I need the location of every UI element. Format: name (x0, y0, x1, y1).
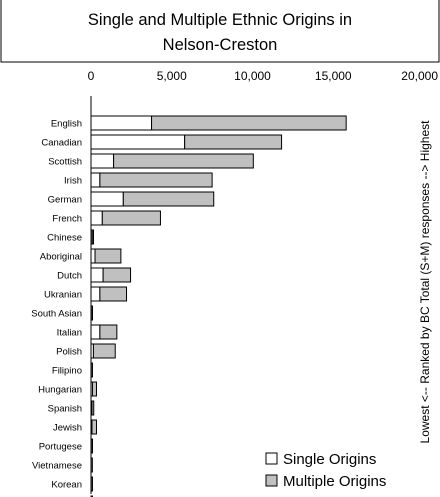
x-axis-ticks: 0 5,000 10,000 15,000 20,000 (88, 69, 439, 83)
bar-multiple-origins (99, 172, 213, 188)
bar-multiple-origins (184, 134, 283, 150)
bar-multiple-origins (99, 324, 118, 340)
bar-multiple-origins (122, 191, 215, 207)
category-label: Hungarian (38, 385, 82, 396)
x-tick-label: 20,000 (401, 69, 438, 83)
legend: Single Origins Multiple Origins (265, 451, 386, 490)
bar-single-origins (90, 153, 115, 169)
category-label: Filipino (52, 366, 82, 377)
bar-single-origins (90, 210, 103, 226)
title-box (0, 0, 440, 63)
bar-single-origins (90, 248, 96, 264)
category-label: Jewish (53, 423, 82, 434)
chart-title-line-1: Single and Multiple Ethnic Origins in (88, 11, 352, 29)
bar-single-origins (90, 324, 101, 340)
category-label: Portugese (39, 442, 82, 453)
bar-multiple-origins (90, 438, 94, 454)
bar-single-origins (90, 267, 104, 283)
category-label: South Asian (31, 309, 82, 320)
category-label: Italian (57, 328, 82, 339)
category-label: Korean (51, 480, 82, 491)
category-label: Chinese (47, 233, 82, 244)
bar-multiple-origins (92, 343, 116, 359)
category-label: French (52, 214, 82, 225)
bar-multiple-origins (94, 248, 122, 264)
bars (90, 115, 347, 497)
category-label: Vietnamese (32, 461, 82, 472)
bar-multiple-origins (91, 419, 97, 435)
bar-single-origins (90, 134, 186, 150)
bar-single-origins (90, 191, 124, 207)
x-tick-label: 15,000 (315, 69, 352, 83)
legend-swatch-single (265, 452, 278, 465)
bar-multiple-origins (91, 381, 97, 397)
bar-multiple-origins (101, 210, 161, 226)
category-label: Spanish (48, 404, 82, 415)
x-tick-label: 5,000 (157, 69, 187, 83)
legend-swatch-multiple (265, 474, 278, 487)
bar-multiple-origins (99, 286, 128, 302)
bar-single-origins (90, 172, 101, 188)
y-axis-label: Lowest <-- Ranked by BC Total (S+M) resp… (418, 120, 432, 444)
category-label: Aboriginal (40, 252, 82, 263)
category-label: Dutch (57, 271, 82, 282)
bar-multiple-origins (91, 229, 94, 245)
category-label: English (51, 119, 82, 130)
legend-label-single: Single Origins (283, 451, 376, 468)
x-tick-label: 10,000 (234, 69, 271, 83)
bar-multiple-origins (91, 400, 95, 416)
category-label: Scottish (48, 157, 82, 168)
category-label: Ukranian (44, 290, 82, 301)
category-labels: English Canadian Scottish Irish German French… (31, 119, 82, 491)
category-label: Irish (64, 176, 82, 187)
category-label: Polish (56, 347, 82, 358)
bar-multiple-origins (90, 305, 94, 321)
bar-single-origins (90, 115, 153, 131)
legend-label-multiple: Multiple Origins (283, 473, 386, 490)
bar-single-origins (90, 286, 101, 302)
category-label: German (48, 195, 82, 206)
category-label: Canadian (41, 138, 82, 149)
x-tick-label: 0 (88, 69, 95, 83)
bar-multiple-origins (151, 115, 347, 131)
chart-title-line-2: Nelson-Creston (163, 36, 278, 54)
bar-multiple-origins (113, 153, 254, 169)
bar-multiple-origins (102, 267, 132, 283)
